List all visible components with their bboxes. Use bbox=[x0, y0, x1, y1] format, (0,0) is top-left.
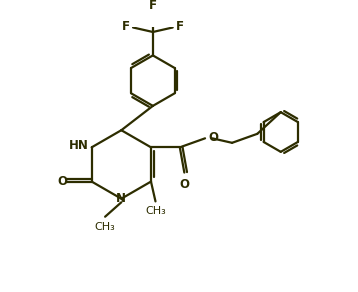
Text: O: O bbox=[179, 178, 189, 191]
Text: HN: HN bbox=[69, 139, 89, 152]
Text: F: F bbox=[176, 20, 184, 33]
Text: F: F bbox=[149, 0, 157, 12]
Text: CH₃: CH₃ bbox=[145, 206, 166, 216]
Text: F: F bbox=[121, 20, 130, 33]
Text: CH₃: CH₃ bbox=[95, 222, 116, 232]
Text: O: O bbox=[209, 131, 219, 144]
Text: N: N bbox=[116, 192, 126, 205]
Text: O: O bbox=[57, 175, 67, 188]
